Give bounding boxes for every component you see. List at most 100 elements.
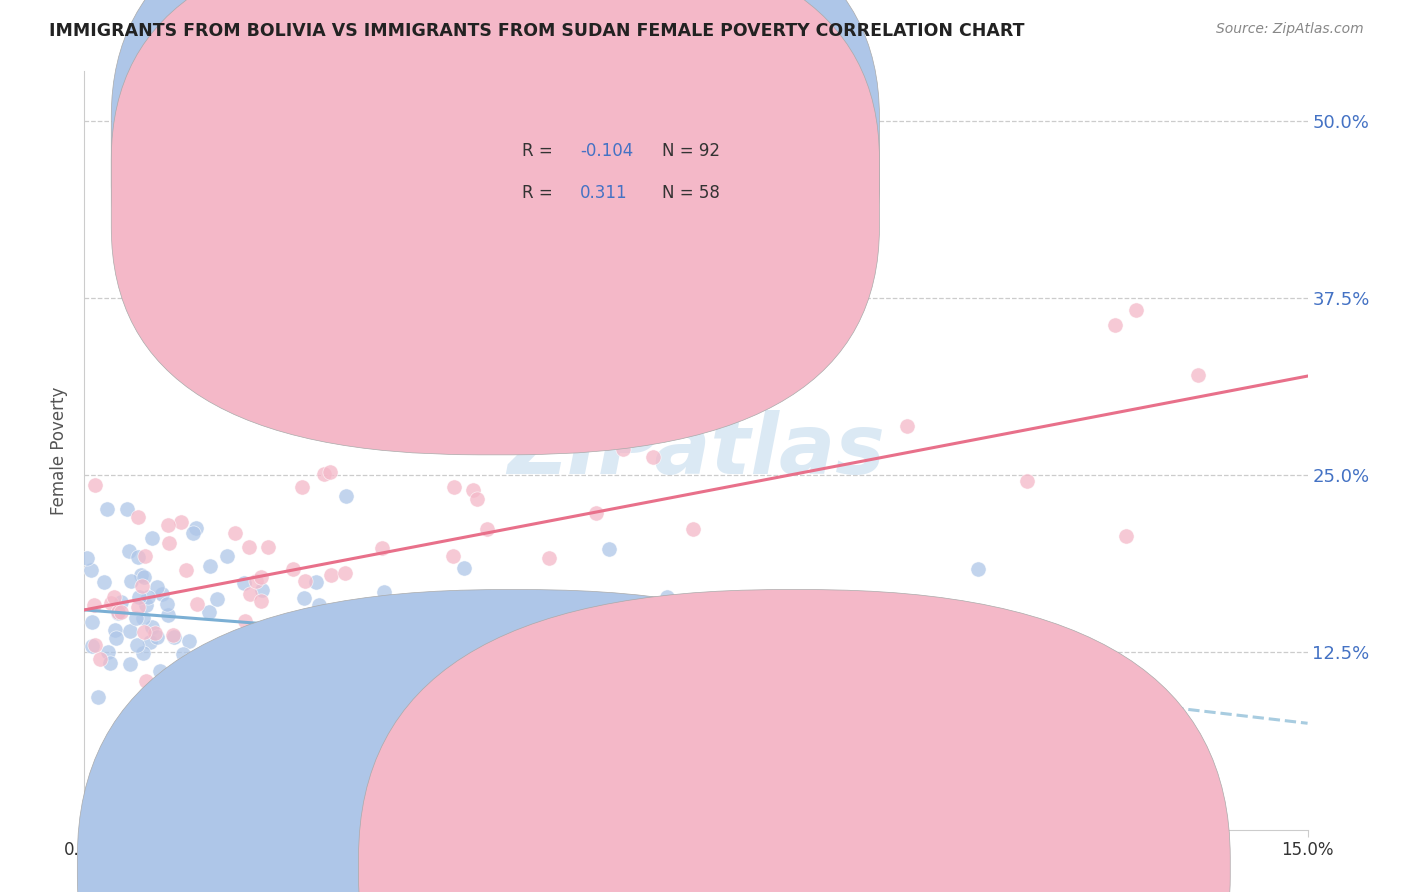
Point — [1042, 720, 1064, 734]
Point — [100, 596, 122, 610]
Point — [420, 662, 443, 676]
Point — [382, 615, 405, 629]
Point — [162, 628, 184, 642]
Point — [318, 465, 340, 479]
Point — [132, 646, 155, 660]
Point — [585, 506, 607, 520]
Point — [447, 607, 470, 622]
Point — [83, 638, 105, 652]
Point — [766, 156, 789, 170]
Point — [217, 688, 239, 702]
Point — [110, 605, 132, 619]
Point — [744, 744, 766, 758]
Point — [132, 611, 155, 625]
Point — [129, 568, 152, 582]
Point — [107, 606, 129, 620]
Point — [531, 656, 554, 670]
Point — [250, 570, 273, 584]
Point — [125, 638, 148, 652]
Point — [150, 587, 173, 601]
Point — [238, 541, 260, 555]
Point — [868, 631, 890, 645]
Point — [475, 522, 498, 536]
Point — [217, 549, 239, 563]
Point — [134, 549, 156, 564]
Point — [252, 583, 274, 598]
Text: Immigrants from Bolivia: Immigrants from Bolivia — [534, 860, 728, 874]
Point — [181, 526, 204, 541]
Point — [209, 648, 232, 662]
FancyBboxPatch shape — [111, 0, 880, 412]
Point — [683, 706, 706, 720]
Point — [465, 492, 488, 507]
Point — [598, 541, 620, 556]
Point — [443, 480, 465, 494]
Text: R =: R = — [522, 185, 558, 202]
Point — [682, 522, 704, 536]
Point — [260, 684, 283, 698]
Point — [578, 673, 600, 687]
Text: N = 58: N = 58 — [662, 185, 720, 202]
Point — [488, 647, 510, 661]
Point — [127, 549, 149, 564]
Point — [245, 574, 267, 588]
Point — [127, 509, 149, 524]
Point — [83, 599, 105, 613]
Point — [292, 619, 315, 633]
Point — [536, 655, 558, 669]
Point — [135, 674, 157, 689]
Point — [294, 574, 316, 589]
Point — [156, 608, 179, 623]
Point — [170, 658, 193, 673]
Point — [367, 654, 389, 668]
Point — [156, 517, 179, 532]
Point — [87, 690, 110, 704]
Point — [146, 630, 169, 644]
Point — [143, 626, 166, 640]
Point — [725, 213, 748, 227]
Point — [224, 525, 246, 540]
Point — [179, 634, 201, 648]
Point — [294, 591, 316, 605]
Point — [103, 591, 125, 605]
Point — [1084, 731, 1107, 745]
Point — [149, 664, 172, 678]
Point — [562, 596, 585, 610]
Point — [98, 657, 121, 671]
Point — [141, 620, 163, 634]
Point — [371, 541, 394, 556]
Point — [308, 625, 330, 640]
Point — [896, 419, 918, 434]
Point — [141, 531, 163, 545]
Text: Immigrants from Sudan: Immigrants from Sudan — [815, 860, 1005, 874]
Point — [537, 550, 560, 565]
Text: R =: R = — [522, 142, 558, 160]
Point — [110, 595, 132, 609]
Point — [335, 489, 357, 503]
Point — [76, 551, 98, 566]
Point — [367, 674, 389, 689]
Text: -0.104: -0.104 — [579, 142, 633, 160]
Point — [582, 735, 605, 749]
Point — [321, 567, 343, 582]
FancyBboxPatch shape — [111, 0, 880, 455]
Point — [115, 502, 138, 516]
Point — [104, 623, 127, 637]
Point — [467, 713, 489, 727]
Point — [613, 396, 636, 410]
Text: N = 92: N = 92 — [662, 142, 720, 160]
Point — [643, 450, 665, 464]
Text: IMMIGRANTS FROM BOLIVIA VS IMMIGRANTS FROM SUDAN FEMALE POVERTY CORRELATION CHAR: IMMIGRANTS FROM BOLIVIA VS IMMIGRANTS FR… — [49, 22, 1025, 40]
Point — [97, 645, 120, 659]
Point — [239, 587, 262, 601]
Point — [391, 641, 413, 656]
Point — [277, 255, 299, 269]
Point — [291, 480, 314, 494]
Point — [363, 732, 385, 747]
Point — [333, 566, 356, 581]
Point — [1187, 368, 1209, 383]
Point — [146, 580, 169, 594]
Point — [163, 630, 186, 644]
Point — [461, 611, 484, 625]
Point — [657, 590, 679, 604]
